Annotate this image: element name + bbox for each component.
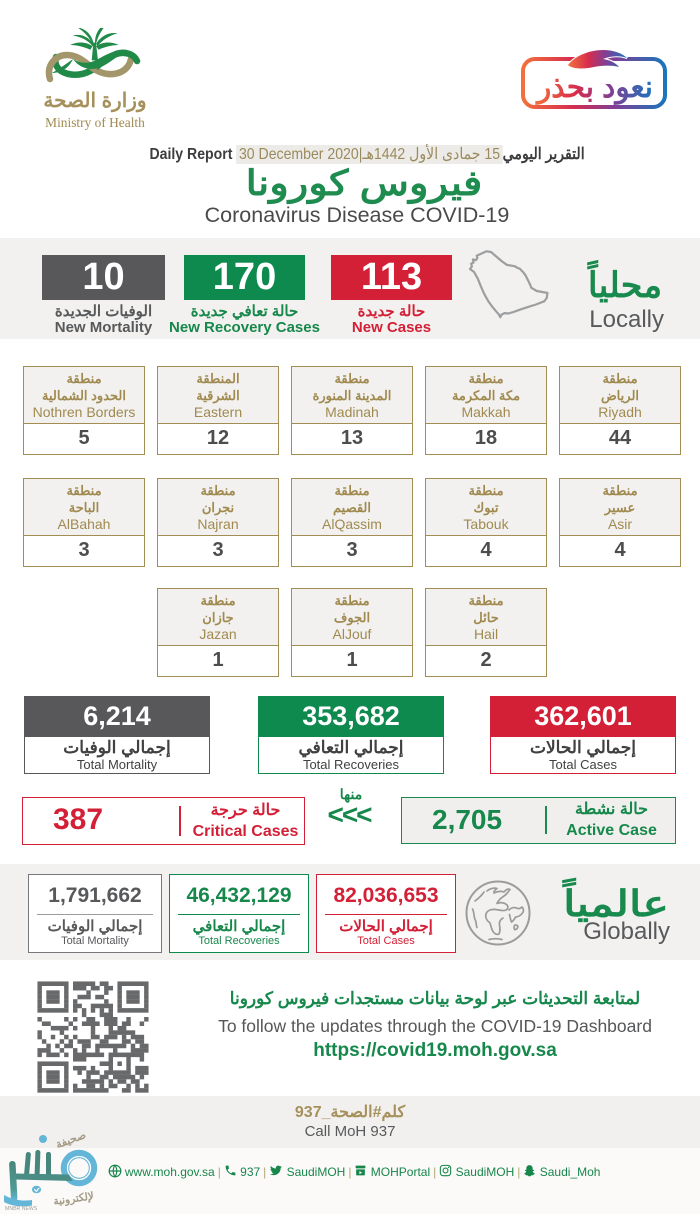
svg-text:نعود بحذر: نعود بحذر (535, 71, 653, 105)
svg-text:لإلكترونية: لإلكترونية (53, 1190, 95, 1209)
svg-text:MNBR NEWS: MNBR NEWS (5, 1206, 38, 1212)
svg-text:صحيفة: صحيفة (54, 1129, 87, 1151)
